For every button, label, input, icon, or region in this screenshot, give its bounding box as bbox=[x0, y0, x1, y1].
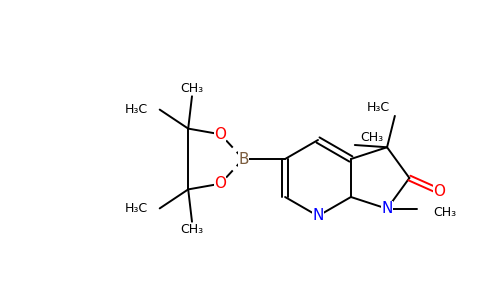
Text: O: O bbox=[214, 176, 227, 191]
Text: H₃C: H₃C bbox=[124, 103, 148, 116]
Text: H₃C: H₃C bbox=[367, 101, 390, 114]
Text: N: N bbox=[381, 201, 393, 216]
Text: H₃C: H₃C bbox=[124, 202, 148, 215]
Text: CH₃: CH₃ bbox=[360, 130, 383, 143]
Text: O: O bbox=[214, 127, 227, 142]
Text: O: O bbox=[433, 184, 445, 199]
Text: CH₃: CH₃ bbox=[181, 223, 204, 236]
Text: CH₃: CH₃ bbox=[434, 206, 456, 219]
Text: CH₃: CH₃ bbox=[181, 82, 204, 95]
Text: N: N bbox=[312, 208, 324, 224]
Text: B: B bbox=[238, 152, 249, 166]
